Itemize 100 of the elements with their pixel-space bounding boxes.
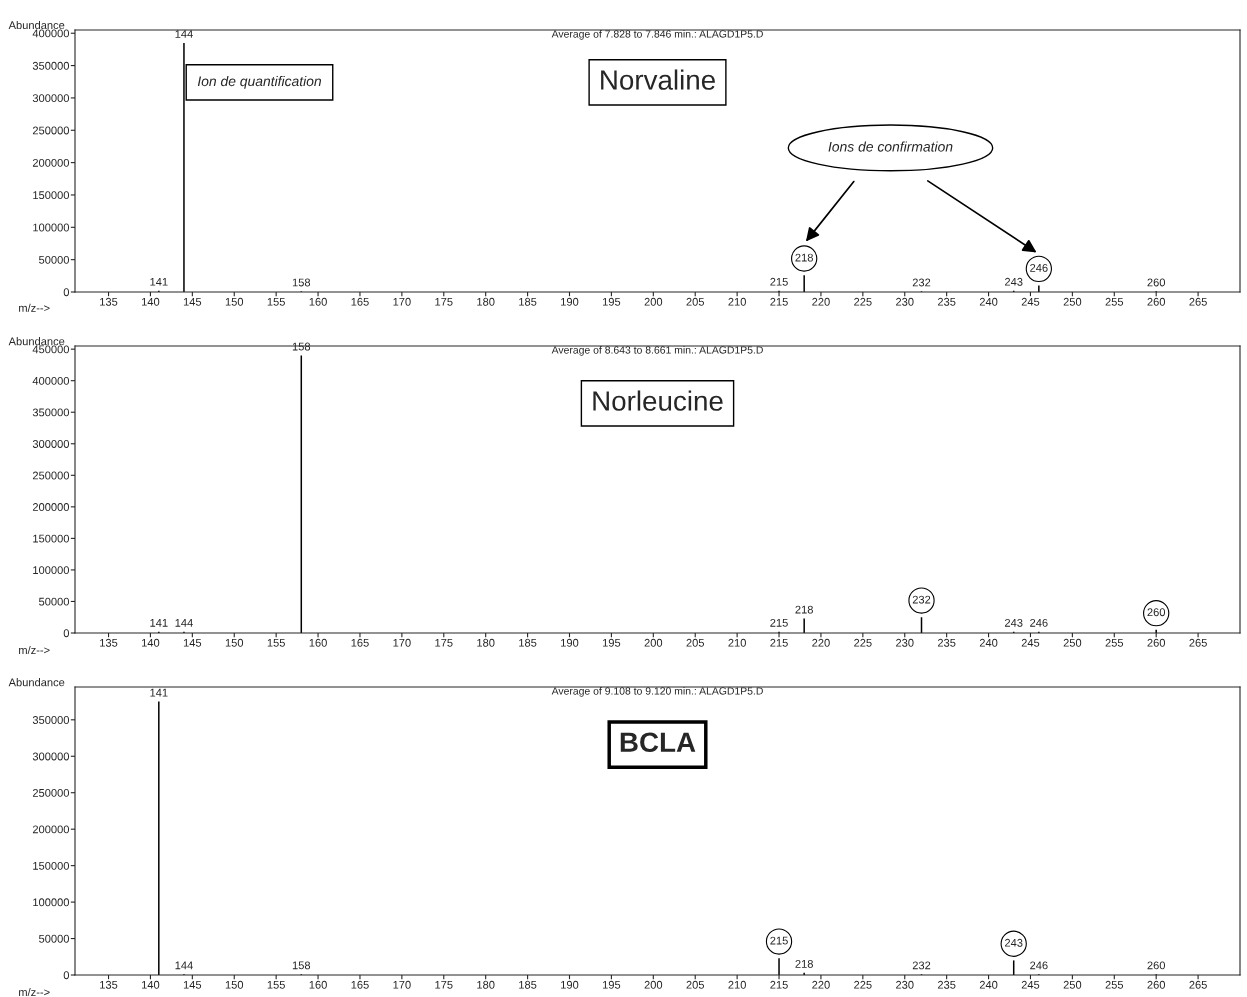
x-tick-label: 240 xyxy=(979,297,998,306)
annotation: Ions de confirmation xyxy=(828,141,953,152)
y-tick-label: 100000 xyxy=(33,898,70,907)
y-tick-label: 50000 xyxy=(38,934,70,943)
y-tick-label: 0 xyxy=(63,629,70,638)
annotation: 218 xyxy=(795,253,813,262)
x-tick-label: 145 xyxy=(183,297,202,306)
annotation: 260 xyxy=(1147,278,1166,287)
x-axis-title: m/z--> xyxy=(19,645,50,655)
chart-subtitle: Average of 7.828 to 7.846 min.: ALAGD1P5.D xyxy=(551,30,763,40)
y-tick-label: 50000 xyxy=(38,255,70,264)
x-tick-label: 260 xyxy=(1147,980,1166,989)
y-tick-label: 0 xyxy=(63,971,70,980)
x-tick-label: 170 xyxy=(393,297,411,306)
x-tick-label: 140 xyxy=(142,297,160,306)
x-tick-label: 235 xyxy=(937,638,956,647)
x-axis-title: m/z--> xyxy=(19,987,50,997)
y-tick-label: 250000 xyxy=(32,126,70,135)
y-tick-label: 150000 xyxy=(33,191,70,200)
y-tick-label: 200000 xyxy=(32,158,70,167)
y-tick-label: 0 xyxy=(63,288,70,297)
x-tick-label: 245 xyxy=(1021,297,1040,306)
x-tick-label: 215 xyxy=(770,297,788,306)
x-tick-label: 170 xyxy=(393,980,411,989)
y-tick-label: 200000 xyxy=(32,503,70,511)
x-tick-label: 155 xyxy=(267,297,285,306)
x-axis-title: m/z--> xyxy=(19,303,50,312)
y-tick-label: 350000 xyxy=(32,408,70,417)
x-tick-label: 150 xyxy=(225,638,244,647)
y-tick-label: 300000 xyxy=(32,440,70,448)
x-tick-label: 190 xyxy=(561,297,579,306)
x-tick-label: 200 xyxy=(644,980,663,989)
annotation: 218 xyxy=(795,959,813,968)
annotation: 246 xyxy=(1030,618,1048,627)
annotation: 215 xyxy=(770,618,788,627)
x-tick-label: 230 xyxy=(896,297,914,306)
annotation: 144 xyxy=(175,30,193,38)
x-tick-label: 245 xyxy=(1021,980,1040,989)
text: Norvaline xyxy=(601,69,715,90)
y-tick-label: 300000 xyxy=(32,752,70,761)
x-tick-label: 135 xyxy=(100,638,118,647)
y-tick-label: 100000 xyxy=(33,223,70,232)
text: BCLA xyxy=(620,732,696,753)
x-tick-label: 165 xyxy=(351,297,369,306)
x-tick-label: 160 xyxy=(309,980,327,989)
x-tick-label: 195 xyxy=(602,638,621,647)
annotation: 260 xyxy=(1147,608,1166,617)
x-tick-label: 150 xyxy=(225,297,244,306)
x-tick-label: 255 xyxy=(1105,980,1124,989)
x-tick-label: 140 xyxy=(142,980,160,989)
x-tick-label: 170 xyxy=(393,638,411,647)
x-tick-label: 220 xyxy=(812,297,830,306)
x-tick-label: 225 xyxy=(854,297,872,306)
x-tick-label: 255 xyxy=(1105,638,1124,647)
annotation: 246 xyxy=(1030,263,1048,272)
x-tick-label: 140 xyxy=(142,638,160,647)
x-tick-label: 210 xyxy=(728,297,746,306)
x-tick-label: 235 xyxy=(937,297,956,306)
chart-subtitle: Average of 8.643 to 8.661 min.: ALAGD1P5.D xyxy=(551,346,763,356)
x-tick-label: 250 xyxy=(1063,297,1082,306)
y-tick-label: 300000 xyxy=(32,94,70,103)
x-tick-label: 240 xyxy=(979,638,998,647)
x-tick-label: 145 xyxy=(183,980,202,989)
x-tick-label: 180 xyxy=(477,297,495,306)
x-tick-label: 210 xyxy=(728,638,746,647)
y-tick-label: 250000 xyxy=(32,788,70,797)
x-tick-label: 145 xyxy=(183,638,202,647)
y-tick-label: 250000 xyxy=(32,471,70,480)
x-tick-label: 165 xyxy=(351,980,369,989)
x-tick-label: 175 xyxy=(435,297,453,306)
x-tick-label: 255 xyxy=(1105,297,1124,306)
x-tick-label: 210 xyxy=(728,980,746,989)
x-tick-label: 175 xyxy=(435,980,453,989)
x-tick-label: 160 xyxy=(309,638,327,647)
y-tick-label: 150000 xyxy=(33,534,70,543)
x-tick-label: 230 xyxy=(896,980,914,989)
annotation: 141 xyxy=(150,619,168,627)
text: Norleucine xyxy=(593,390,723,411)
x-tick-label: 165 xyxy=(351,638,369,647)
x-tick-label: 215 xyxy=(770,638,788,647)
annotation: 141 xyxy=(150,277,168,286)
annotation: 144 xyxy=(175,619,193,627)
y-tick-label: 100000 xyxy=(33,566,70,575)
y-tick-label: 350000 xyxy=(32,716,70,724)
x-tick-label: 225 xyxy=(854,980,872,989)
y-tick-label: 350000 xyxy=(32,61,70,70)
x-tick-label: 220 xyxy=(812,638,830,647)
annotation: 246 xyxy=(1030,961,1048,970)
x-tick-label: 205 xyxy=(686,980,705,989)
x-tick-label: 250 xyxy=(1063,638,1082,647)
y-axis-title: Abundance xyxy=(8,337,65,346)
annotation: 243 xyxy=(1005,618,1023,627)
x-tick-label: 205 xyxy=(686,638,705,647)
x-tick-label: 265 xyxy=(1189,297,1207,306)
y-tick-label: 400000 xyxy=(32,29,70,38)
x-tick-label: 185 xyxy=(519,638,537,647)
annotation: Ion de quantification xyxy=(197,75,322,89)
annotation: 144 xyxy=(175,961,193,970)
x-tick-label: 190 xyxy=(561,980,579,989)
annotation: 243 xyxy=(1005,938,1023,947)
